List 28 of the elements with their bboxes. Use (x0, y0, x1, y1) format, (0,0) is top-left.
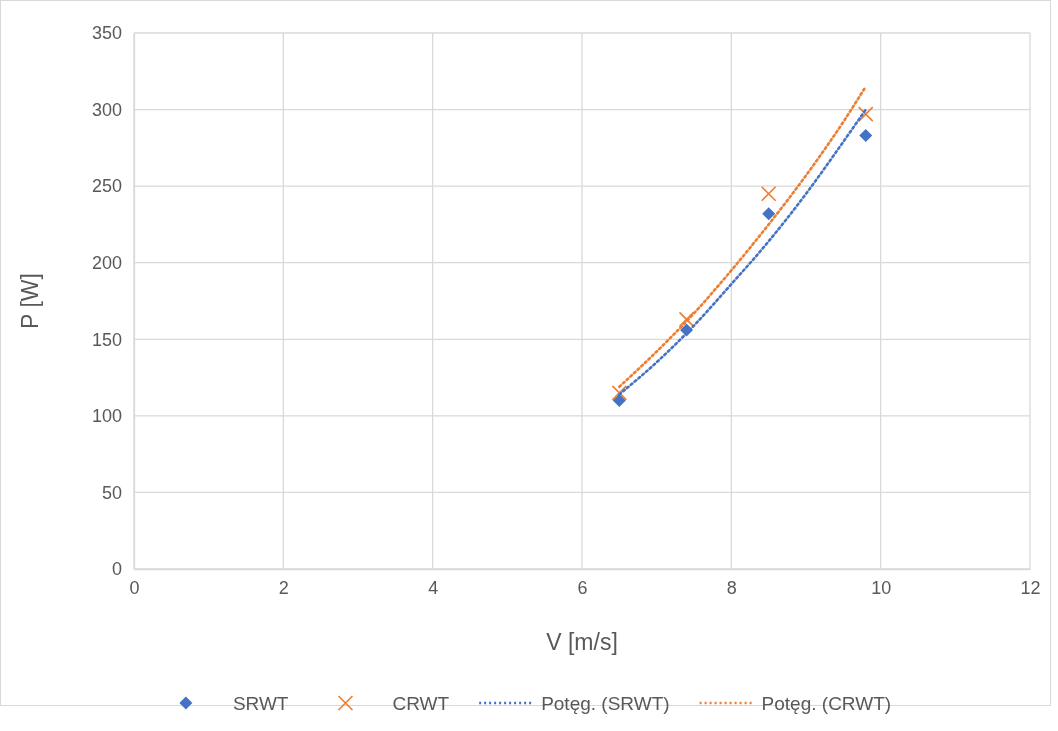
x-tick-label: 0 (129, 577, 140, 598)
legend-label: CRWT (392, 693, 450, 714)
y-tick-label: 250 (91, 176, 122, 197)
y-tick-label: 200 (91, 252, 122, 273)
point (678, 311, 695, 328)
y-tick-label: 150 (91, 329, 122, 350)
point (760, 186, 777, 202)
x-tick-label: 6 (577, 577, 588, 598)
x-tick-label: 8 (726, 577, 737, 598)
point (859, 129, 873, 143)
point (857, 106, 874, 122)
legend-label: Potęg. (SRWT) (541, 693, 670, 714)
y-tick-label: 50 (101, 482, 122, 503)
x-tick-label: 10 (871, 577, 892, 598)
x-axis-title: V [m/s] (546, 629, 618, 655)
legend-label: SRWT (232, 693, 289, 714)
x-tick-label: 4 (428, 577, 439, 598)
point (612, 394, 626, 408)
y-tick-label: 100 (91, 406, 122, 427)
legend-label: Potęg. (CRWT) (761, 693, 892, 714)
y-axis-title: P [W] (17, 273, 43, 329)
y-tick-label: 350 (91, 23, 122, 44)
x-tick-label: 2 (278, 577, 289, 598)
x-tick-label: 12 (1020, 577, 1041, 598)
point (762, 207, 776, 221)
y-tick-label: 0 (111, 559, 122, 580)
y-tick-label: 300 (91, 99, 122, 120)
point (611, 385, 628, 401)
